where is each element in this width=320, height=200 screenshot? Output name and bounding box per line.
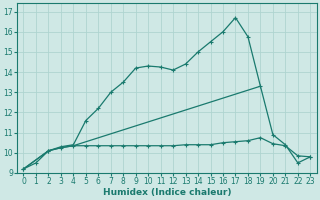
X-axis label: Humidex (Indice chaleur): Humidex (Indice chaleur) [103,188,231,197]
